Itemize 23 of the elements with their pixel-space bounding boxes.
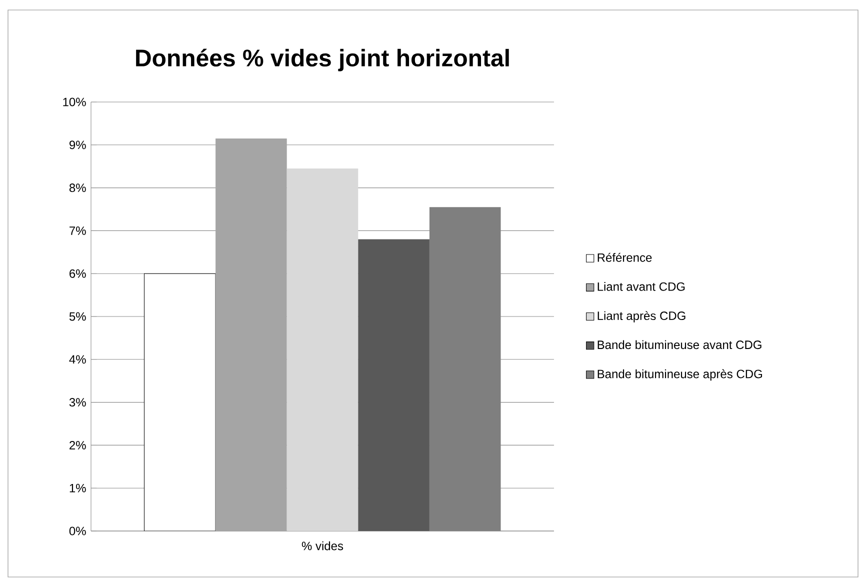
legend-label: Bande bitumineuse après CDG xyxy=(598,369,762,381)
x-tick-label: % vides xyxy=(302,541,344,550)
legend-label: Bande bitumineuse avant CDG xyxy=(598,340,762,350)
legend-label: Liant après CDG xyxy=(598,311,686,322)
y-tick-label: 10% xyxy=(63,98,86,106)
y-tick-label: 3% xyxy=(69,398,86,407)
y-tick-label: 6% xyxy=(70,269,86,278)
y-tick-label: 2% xyxy=(70,440,86,450)
bar xyxy=(358,239,430,531)
y-tick-label: 9% xyxy=(70,140,86,150)
bar xyxy=(429,207,501,531)
y-tick-label: 1% xyxy=(70,484,86,492)
bar xyxy=(216,138,287,531)
legend-label: Référence xyxy=(598,252,652,262)
legend-label: Liant avant CDG xyxy=(598,282,685,291)
bar xyxy=(144,273,216,531)
y-tick-label: 4% xyxy=(69,355,86,364)
bar xyxy=(286,168,358,531)
y-tick-label: 0% xyxy=(69,526,86,536)
y-tick-label: 7% xyxy=(70,226,86,235)
chart-title: Données % vides joint horizontal xyxy=(136,48,509,72)
y-tick-label: 8% xyxy=(69,184,86,192)
y-tick-label: 5% xyxy=(69,312,86,321)
